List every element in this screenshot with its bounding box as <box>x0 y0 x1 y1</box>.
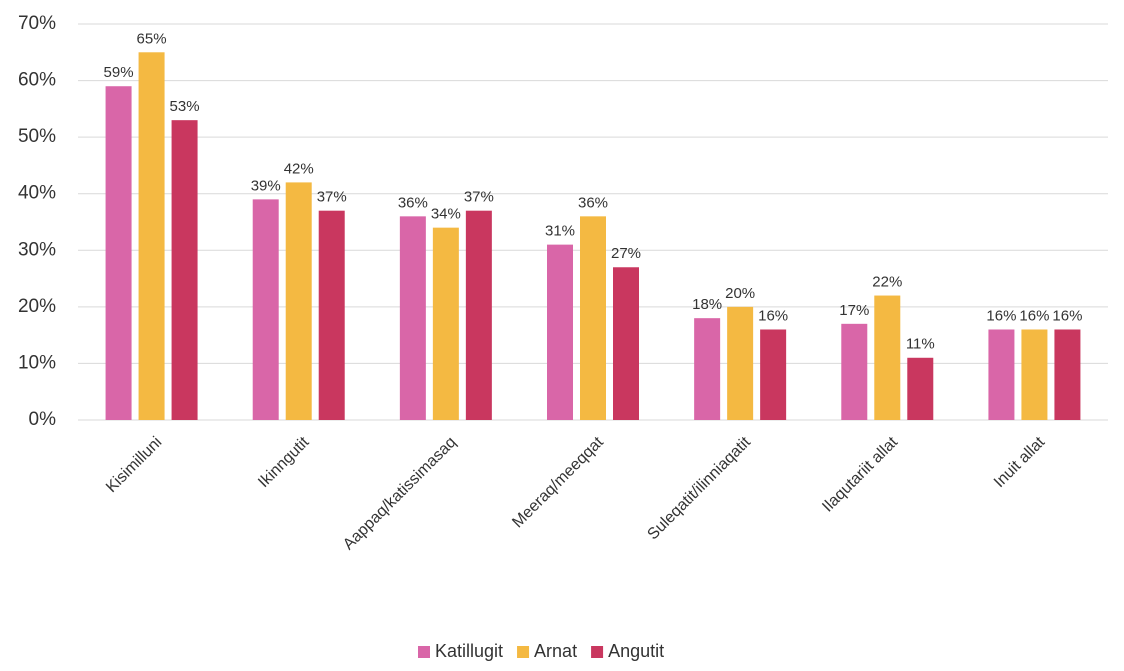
bar <box>1021 329 1048 420</box>
bar <box>252 199 279 420</box>
value-label: 16% <box>1019 307 1049 324</box>
x-tick-label: Inuit allat <box>991 433 1049 491</box>
value-label: 17% <box>839 302 869 319</box>
value-label: 16% <box>1052 307 1082 324</box>
bar <box>105 86 132 420</box>
y-tick-label: 20% <box>18 296 56 317</box>
value-label: 42% <box>284 160 314 177</box>
legend-label: Arnat <box>534 641 577 661</box>
value-label: 36% <box>578 194 608 211</box>
bar <box>465 210 492 420</box>
y-tick-label: 40% <box>18 183 56 204</box>
value-label: 22% <box>872 274 902 291</box>
x-tick-label: Ikinngutit <box>255 433 313 491</box>
bar <box>1054 329 1081 420</box>
value-label: 37% <box>464 189 494 206</box>
bar <box>138 52 165 421</box>
bar <box>988 329 1015 420</box>
value-label: 34% <box>431 206 461 223</box>
value-label: 16% <box>758 307 788 324</box>
value-label: 27% <box>611 245 641 262</box>
value-label: 36% <box>398 194 428 211</box>
bar <box>841 323 868 420</box>
y-tick-label: 70% <box>18 13 56 34</box>
x-tick-label: Kisimilluni <box>103 434 165 496</box>
y-tick-label: 0% <box>29 409 57 430</box>
bar <box>907 357 934 420</box>
y-tick-label: 60% <box>18 70 56 91</box>
bar <box>432 227 459 420</box>
bar <box>760 329 787 420</box>
value-label: 39% <box>251 177 281 194</box>
value-label: 20% <box>725 285 755 302</box>
value-label: 37% <box>317 189 347 206</box>
y-tick-label: 10% <box>18 352 56 373</box>
bar <box>171 120 198 421</box>
bar <box>285 182 312 420</box>
y-tick-label: 30% <box>18 239 56 260</box>
bar <box>694 318 721 420</box>
bar <box>613 267 639 420</box>
y-tick-label: 50% <box>18 126 56 147</box>
legend-swatch <box>591 646 604 658</box>
value-label: 11% <box>906 336 935 353</box>
x-tick-label: Meeraq/meeqqat <box>509 433 607 531</box>
legend-label: Angutit <box>608 641 664 661</box>
value-label: 31% <box>545 223 575 240</box>
bar <box>727 306 754 420</box>
legend-swatch <box>418 646 430 658</box>
legend-label: Katillugit <box>435 641 503 661</box>
bar <box>874 295 901 420</box>
bar <box>547 244 573 420</box>
value-label: 16% <box>986 307 1016 324</box>
x-tick-label: Ilaqutariit allat <box>819 433 901 515</box>
value-label: 59% <box>104 64 134 81</box>
legend-swatch <box>517 646 530 658</box>
value-label: 65% <box>137 30 167 47</box>
value-label: 18% <box>692 296 722 313</box>
value-label: 53% <box>170 98 200 115</box>
x-tick-label: Aappaq/katissimasaq <box>340 434 460 554</box>
bar <box>399 216 426 420</box>
bar <box>318 210 345 420</box>
bar <box>580 216 606 420</box>
x-tick-label: Suleqatit/ilinniaqatit <box>644 433 754 543</box>
